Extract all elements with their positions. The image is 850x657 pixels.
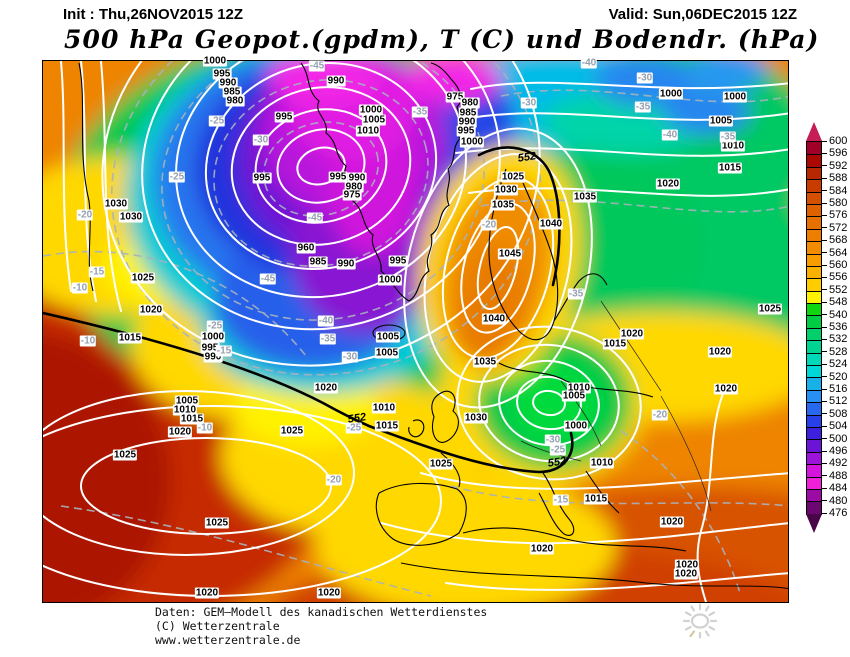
colorbar-band [807, 142, 821, 155]
sun-icon [682, 603, 718, 639]
init-timestamp: Init : Thu,26NOV2015 12Z [63, 6, 244, 23]
colorbar-label: 484 [822, 482, 847, 494]
colorbar-band [807, 241, 821, 254]
colorbar-band [807, 426, 821, 440]
colorbar-label: 488 [822, 470, 847, 482]
colorbar-label: 552 [822, 284, 847, 296]
colorbar-band [807, 488, 821, 502]
colorbar-label: 516 [822, 383, 847, 395]
colorbar-label: 528 [822, 346, 847, 358]
colorbar-label: 548 [822, 296, 847, 308]
colorbar-label: 524 [822, 358, 847, 370]
colorbar-label: 508 [822, 408, 847, 420]
colorbar-band [807, 265, 821, 279]
colorbar-label: 520 [822, 371, 847, 383]
colorbar-label: 492 [822, 457, 847, 469]
colorbar-band [807, 228, 821, 242]
colorbar-label: 504 [822, 420, 847, 432]
colorbar-label: 588 [822, 172, 847, 184]
colorbar-band [807, 414, 821, 427]
colorbar-label: 536 [822, 321, 847, 333]
colorbar-label: 560 [822, 259, 847, 271]
colorbar-label: 580 [822, 197, 847, 209]
colorbar-band [807, 476, 821, 489]
colorbar-band [807, 389, 821, 403]
colorbar-label: 564 [822, 247, 847, 259]
colorbar-label: 600 [822, 135, 847, 147]
colorbar-band [807, 501, 821, 514]
colorbar-label: 500 [822, 433, 847, 445]
colorbar-band [807, 365, 821, 378]
colorbar-label: 584 [822, 185, 847, 197]
colorbar-band [807, 179, 821, 192]
data-source-text: Daten: GEM—Modell des kanadischen Wetter… [155, 605, 488, 619]
isobar-lines [43, 61, 788, 602]
colorbar-band [807, 303, 821, 316]
valid-timestamp: Valid: Sun,06DEC2015 12Z [608, 6, 797, 23]
colorbar-band [807, 216, 821, 229]
colorbar-label: 540 [822, 309, 847, 321]
colorbar-band [807, 290, 821, 304]
colorbar-label: 476 [822, 507, 847, 519]
colorbar-label: 480 [822, 495, 847, 507]
map-graphic [43, 61, 788, 602]
colorbar-label: 496 [822, 445, 847, 457]
colorbar-band [807, 203, 821, 217]
colorbar-label: 556 [822, 271, 847, 283]
map-title: 500 hPa Geopot.(gpdm), T (C) und Bodendr… [64, 25, 820, 54]
copyright-text: (C) Wetterzentrale [155, 619, 280, 633]
colorbar-arrow-down-icon [806, 514, 822, 533]
map-color-field [43, 61, 788, 602]
colorbar-band [807, 402, 821, 415]
colorbar-label: 568 [822, 234, 847, 246]
website-url: www.wetterzentrale.de [155, 633, 301, 647]
colorbar-label: 572 [822, 222, 847, 234]
colorbar-band [807, 166, 821, 180]
colorbar-band [807, 340, 821, 353]
map-canvas [42, 60, 789, 603]
colorbar-band [807, 439, 821, 452]
colorbar-arrow-up-icon [806, 122, 822, 141]
colorbar-scale [806, 141, 822, 515]
colorbar-band [807, 451, 821, 465]
colorbar-label: 596 [822, 147, 847, 159]
colorbar-band [807, 352, 821, 366]
coastlines [78, 62, 788, 590]
colorbar-band [807, 327, 821, 341]
colorbar-band [807, 191, 821, 204]
colorbar-band [807, 464, 821, 477]
colorbar-label: 532 [822, 333, 847, 345]
colorbar-band [807, 253, 821, 266]
colorbar-label: 592 [822, 160, 847, 172]
colorbar-band [807, 154, 821, 167]
height-552-contour [43, 146, 574, 474]
colorbar-band [807, 377, 821, 390]
colorbar-label: 512 [822, 395, 847, 407]
colorbar-label: 576 [822, 209, 847, 221]
colorbar-band [807, 278, 821, 291]
colorbar-band [807, 315, 821, 328]
